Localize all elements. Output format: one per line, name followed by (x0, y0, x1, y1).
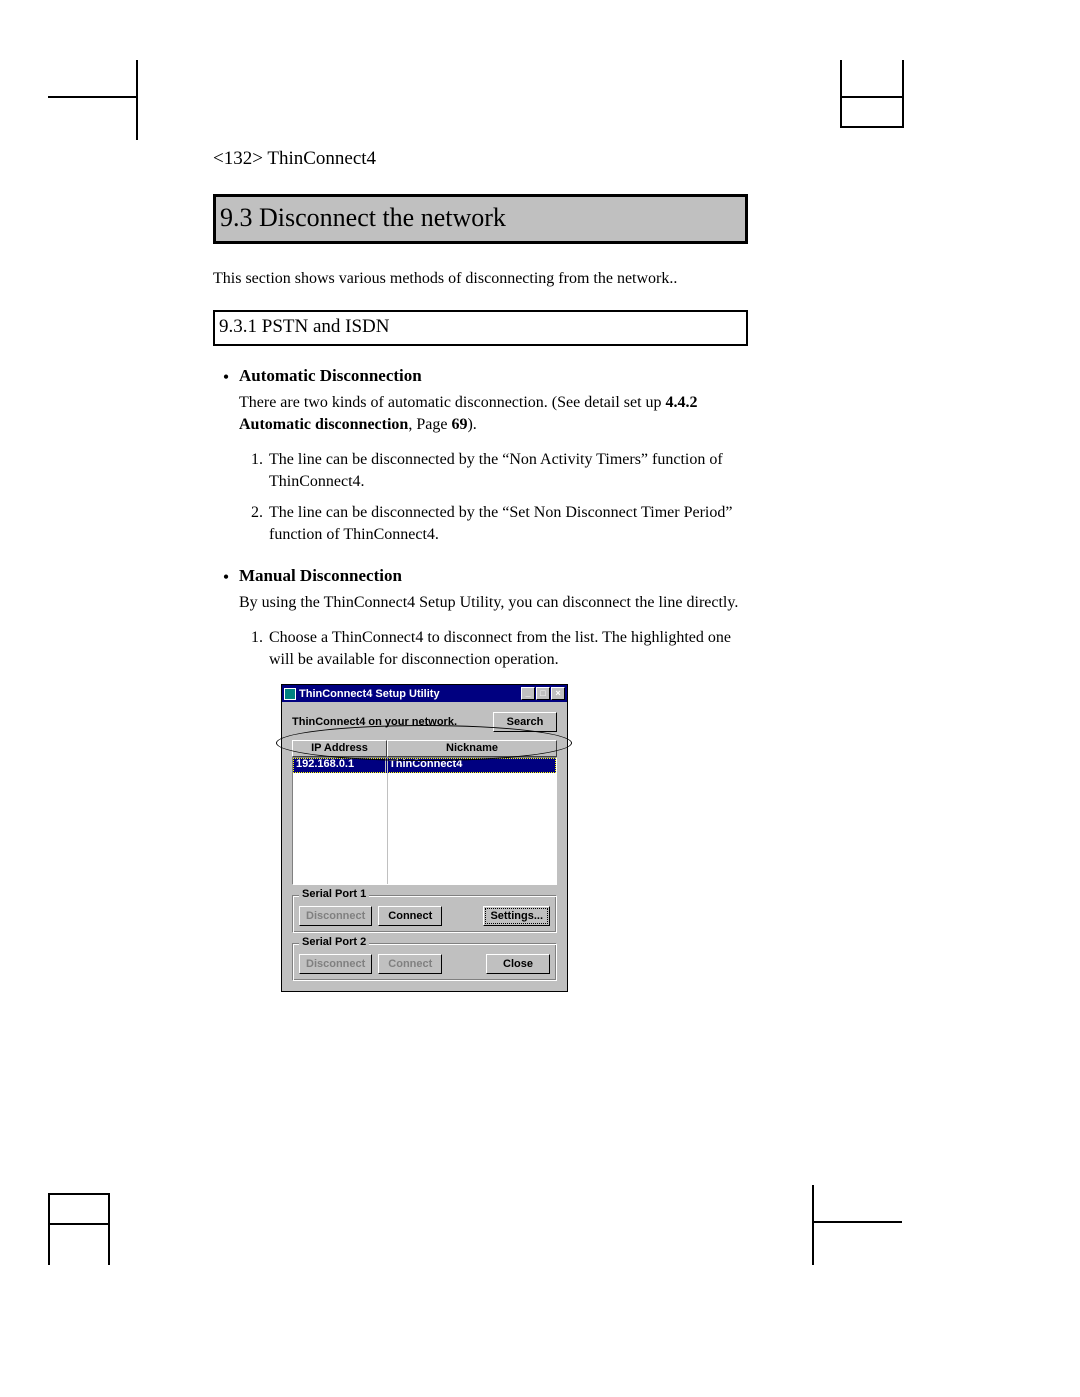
list-header: IP Address Nickname (292, 740, 557, 757)
crop-mark (136, 60, 138, 140)
list-item: The line can be disconnected by the “Non… (267, 449, 748, 492)
text-fragment: ). (467, 416, 476, 433)
crop-mark (842, 96, 902, 98)
crop-mark (48, 96, 138, 98)
text-fragment: , Page (408, 416, 451, 433)
close-window-button[interactable]: × (551, 687, 565, 700)
connect-button-port2: Connect (378, 954, 442, 974)
subsection-title: PSTN and ISDN (262, 316, 390, 337)
setup-utility-dialog: ThinConnect4 Setup Utility _ □ × ThinCon… (281, 684, 568, 992)
auto-disconnect-list: The line can be disconnected by the “Non… (239, 449, 748, 545)
dialog-titlebar[interactable]: ThinConnect4 Setup Utility _ □ × (282, 685, 567, 702)
text-bold-page: 69 (451, 416, 467, 433)
bullet-automatic: • Automatic Disconnection (213, 366, 748, 386)
close-button[interactable]: Close (486, 954, 550, 974)
bullet-icon: • (213, 366, 239, 386)
manual-disconnect-para: By using the ThinConnect4 Setup Utility,… (239, 592, 748, 614)
crop-mark (840, 60, 842, 128)
subsection-heading: 9.3.1 PSTN and ISDN (213, 310, 748, 346)
section-number: 9.3 (220, 203, 253, 232)
crop-mark (48, 1223, 108, 1225)
dialog-title: ThinConnect4 Setup Utility (299, 688, 521, 700)
bullet-title-automatic: Automatic Disconnection (239, 366, 422, 386)
text-fragment: There are two kinds of automatic disconn… (239, 394, 666, 411)
cell-nickname: ThinConnect4 (386, 758, 556, 773)
list-item: The line can be disconnected by the “Set… (267, 502, 748, 545)
crop-mark (812, 1221, 902, 1223)
list-row-selected[interactable]: 192.168.0.1 ThinConnect4 (293, 758, 556, 773)
bullet-manual: • Manual Disconnection (213, 566, 748, 586)
column-ip-address[interactable]: IP Address (292, 740, 387, 757)
crop-mark (902, 60, 904, 128)
list-item: Choose a ThinConnect4 to disconnect from… (267, 627, 748, 670)
section-title: Disconnect the network (259, 203, 506, 232)
serial-port-1-group: Serial Port 1 Disconnect Connect Setting… (292, 895, 557, 933)
app-icon (284, 688, 296, 700)
section-intro-text: This section shows various methods of di… (213, 270, 748, 288)
list-column-divider (387, 758, 388, 884)
dialog-body: ThinConnect4 on your network. Search IP … (282, 702, 567, 991)
crop-mark (48, 1193, 108, 1195)
search-button[interactable]: Search (493, 712, 557, 732)
connect-button-port1[interactable]: Connect (378, 906, 442, 926)
group-legend: Serial Port 2 (299, 936, 369, 948)
crop-mark (842, 126, 902, 128)
device-list[interactable]: 192.168.0.1 ThinConnect4 (292, 757, 557, 885)
cell-ip: 192.168.0.1 (293, 758, 386, 773)
bullet-icon: • (213, 566, 239, 586)
disconnect-button-port1: Disconnect (299, 906, 372, 926)
crop-mark (812, 1185, 814, 1265)
subsection-number: 9.3.1 (219, 316, 257, 337)
disconnect-button-port2: Disconnect (299, 954, 372, 974)
maximize-button[interactable]: □ (536, 687, 550, 700)
page-header: <132> ThinConnect4 (213, 148, 748, 170)
column-nickname[interactable]: Nickname (387, 740, 557, 757)
group-legend: Serial Port 1 (299, 888, 369, 900)
settings-button[interactable]: Settings... (483, 906, 550, 926)
network-label: ThinConnect4 on your network. (292, 716, 457, 728)
document-page: <132> ThinConnect4 9.3 Disconnect the ne… (213, 148, 748, 992)
auto-disconnect-para: There are two kinds of automatic disconn… (239, 392, 748, 435)
bullet-title-manual: Manual Disconnection (239, 566, 402, 586)
minimize-button[interactable]: _ (521, 687, 535, 700)
section-heading: 9.3 Disconnect the network (213, 194, 748, 244)
manual-disconnect-list: Choose a ThinConnect4 to disconnect from… (239, 627, 748, 670)
serial-port-2-group: Serial Port 2 Disconnect Connect Close (292, 943, 557, 981)
crop-mark (108, 1193, 110, 1265)
crop-mark (48, 1193, 50, 1265)
